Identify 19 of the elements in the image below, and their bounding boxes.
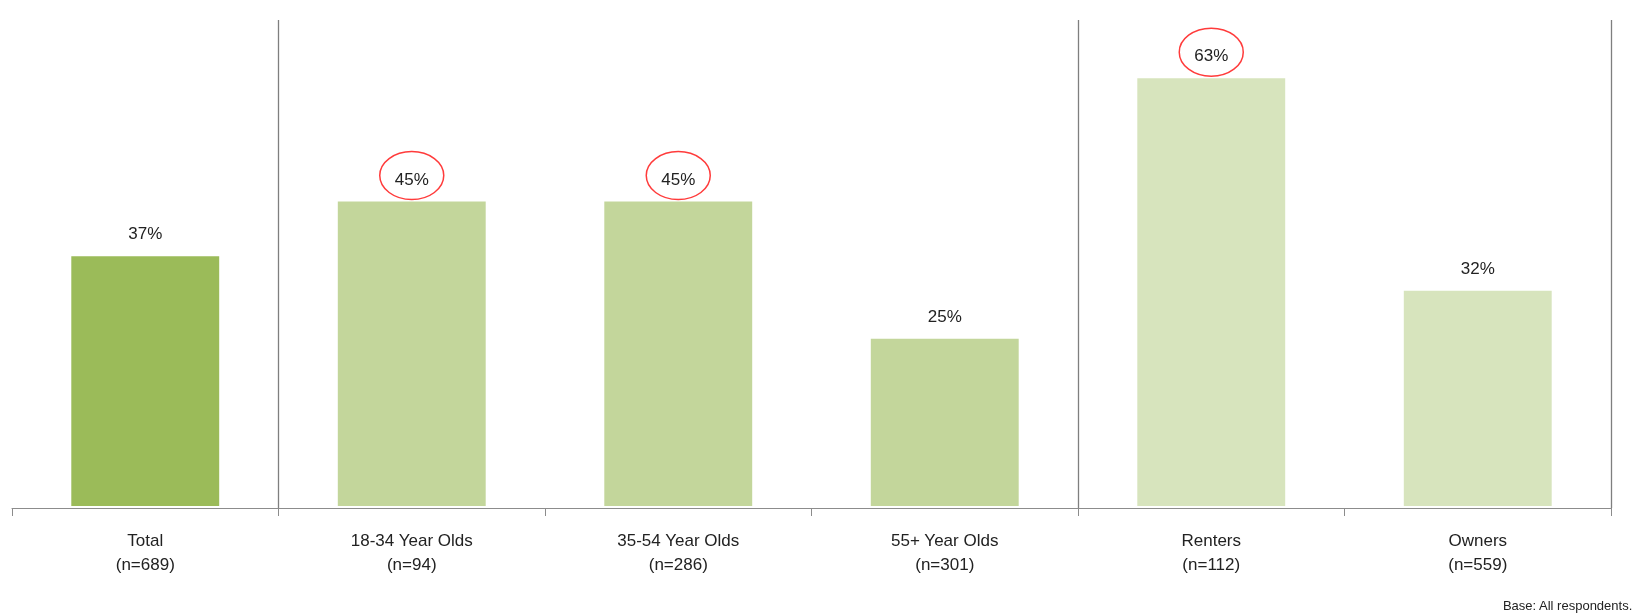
bar: [868, 336, 1021, 508]
x-tick-label: 18-34 Year Olds (n=94): [350, 530, 473, 574]
x-tick-label: Owners (n=559): [1448, 530, 1508, 574]
data-label: 32%: [1460, 258, 1495, 278]
x-tick-label: Renters (n=112): [1181, 530, 1242, 574]
bar: [69, 254, 222, 508]
data-label: 45%: [661, 169, 696, 189]
x-tick-label: 55+ Year Olds (n=301): [891, 530, 999, 574]
data-label: 25%: [927, 306, 962, 326]
data-label: 45%: [394, 169, 429, 189]
x-tick-label: 35-54 Year Olds (n=286): [617, 530, 740, 574]
bar: [1401, 288, 1554, 508]
data-label: 63%: [1194, 46, 1229, 66]
x-tick-label: Total (n=689): [115, 530, 175, 574]
bar: [1135, 76, 1288, 508]
bar: [335, 199, 488, 508]
data-label: 37%: [128, 224, 163, 244]
text: Base: All respondents.: [1502, 598, 1633, 613]
bar: [602, 199, 755, 508]
